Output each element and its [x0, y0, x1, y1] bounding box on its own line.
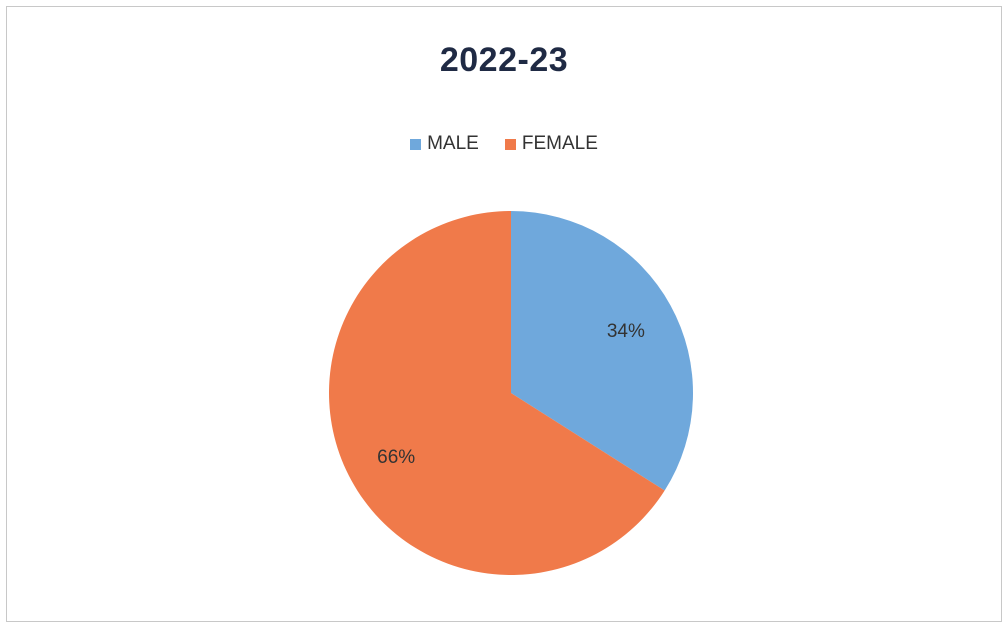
legend-swatch-female: [504, 138, 516, 150]
data-label-male: 34%: [607, 321, 645, 342]
pie-chart: 34% 66%: [329, 211, 694, 576]
legend: MALE FEMALE: [7, 133, 1001, 155]
pie-slice-male: [511, 211, 694, 491]
legend-item-male: MALE: [410, 133, 479, 155]
legend-item-female: FEMALE: [504, 133, 598, 155]
legend-label-female: FEMALE: [521, 133, 598, 154]
chart-title: 2022-23: [439, 41, 569, 79]
legend-swatch-male: [410, 138, 422, 150]
chart-area: 2022-23 MALE FEMALE 34% 66%: [6, 6, 1002, 622]
pie-slice-female: [329, 211, 665, 576]
legend-label-male: MALE: [427, 133, 479, 154]
data-label-female: 66%: [377, 447, 415, 468]
